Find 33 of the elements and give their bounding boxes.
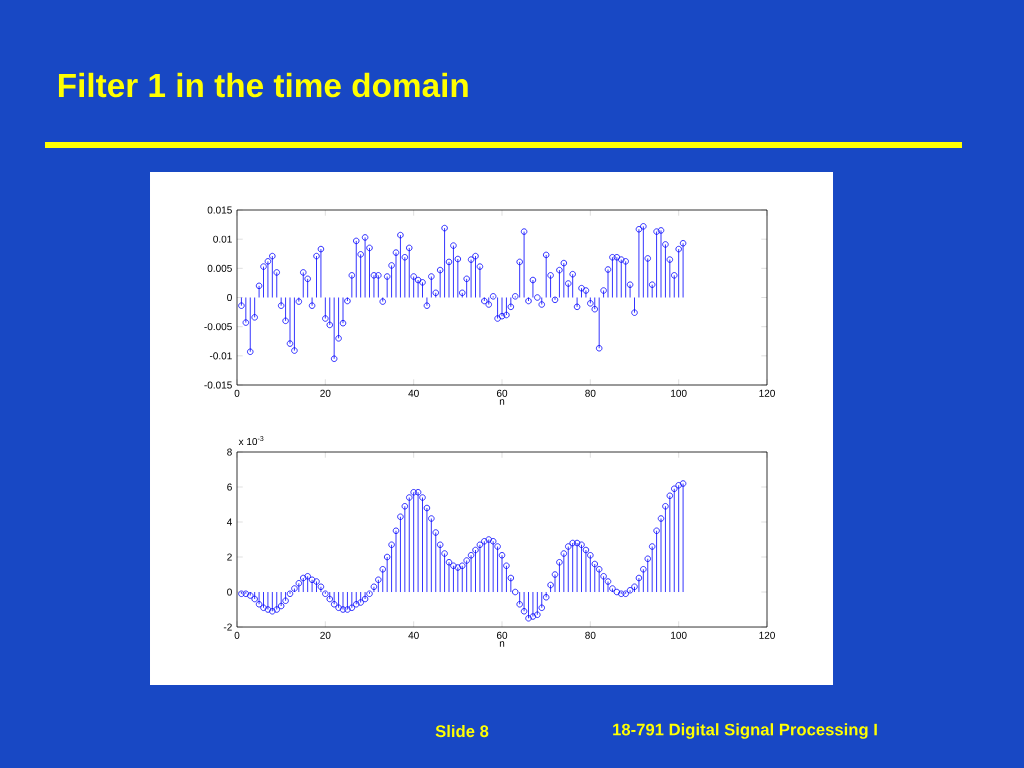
x-tick-label: 100	[671, 631, 687, 639]
x-tick-label: 40	[408, 631, 419, 639]
y-tick-label: -0.01	[209, 352, 232, 360]
y-tick-label: 2	[227, 553, 232, 561]
y-tick-label: 0	[227, 293, 232, 302]
x-tick-label: 80	[585, 631, 596, 639]
x-tick-label: 20	[320, 631, 331, 639]
chart-title: Filter 1 in the time domain	[58, 72, 468, 98]
y-tick-label: 0.015	[207, 206, 232, 214]
y-tick-label: 6	[227, 483, 232, 491]
x-axis-title: n	[499, 641, 505, 647]
y-tick-label: 0.01	[213, 235, 232, 243]
x-tick-label: 0	[234, 631, 240, 639]
text: Slide 8	[435, 724, 489, 738]
x-tick-label: 60	[496, 389, 508, 397]
y-tick-label: -2	[223, 623, 232, 631]
y-tick-label: 4	[226, 518, 232, 526]
y-tick-label: -0.015	[204, 381, 232, 389]
x-tick-label: 40	[408, 389, 419, 397]
y-tick-label: 8	[227, 448, 232, 456]
y-tick-label: 0	[227, 588, 232, 596]
x-tick-label: 60	[496, 631, 508, 639]
x-tick-label: 100	[671, 389, 687, 397]
y-tick-label: 0.005	[207, 264, 232, 272]
x-tick-label: 120	[759, 631, 775, 639]
x-axis-title: n	[499, 399, 505, 405]
y-tick-label: -0.005	[204, 323, 232, 331]
x-tick-label: 120	[759, 389, 775, 397]
text: x 10$^{-3}$	[238, 436, 264, 446]
x-tick-label: 80	[585, 389, 596, 397]
x-tick-label: 20	[320, 389, 331, 397]
text: 18-791 Digital Signal Processing I	[613, 723, 877, 739]
x-tick-label: 0	[234, 389, 240, 397]
